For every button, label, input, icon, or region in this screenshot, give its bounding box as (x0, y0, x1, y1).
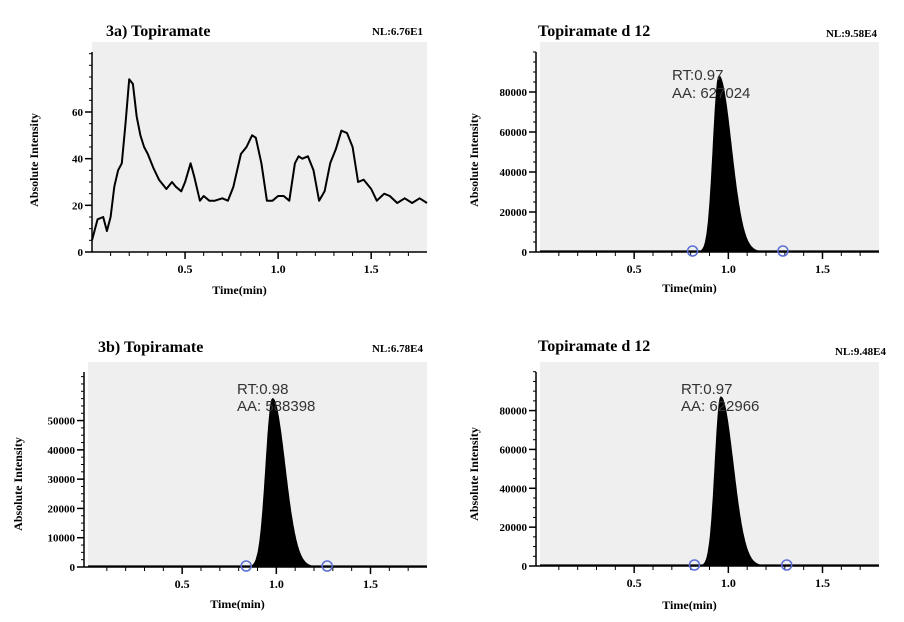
x-tick-label: 1.5 (815, 576, 830, 590)
peak-start-marker (686, 245, 699, 257)
x-tick-label: 0.5 (175, 577, 190, 591)
y-tick-label: 10000 (48, 533, 76, 545)
panel-3b-topiramate-d12: Topiramate d 12 NL:9.48E4 0 20000 40000 60000… (467, 338, 886, 612)
peak-end-marker (321, 560, 333, 572)
peak-end-marker (780, 559, 793, 571)
y-axis-label: Absolute Intensity (467, 427, 481, 521)
y-axis-label: Absolute Intensity (11, 437, 25, 531)
plot-area (540, 362, 879, 566)
aa-label: AA: 622966 (681, 398, 759, 415)
x-tick-label: 1.0 (269, 577, 284, 591)
y-axis-label: Absolute Intensity (27, 113, 41, 207)
panel-3a-topiramate-d12: Topiramate d 12 NL:9.58E4 0 20000 40000 60000… (467, 23, 879, 295)
x-tick-label: 1.0 (271, 262, 286, 276)
y-tick-label: 60000 (500, 127, 528, 139)
y-tick-label: 0 (522, 561, 528, 573)
x-tick-label: 1.5 (363, 577, 378, 591)
y-tick-label: 0 (522, 247, 528, 259)
nl-label: NL:6.78E4 (372, 343, 424, 355)
plot-area (88, 362, 427, 567)
peak-area (694, 396, 787, 567)
aa-label: AA: 588398 (237, 398, 315, 415)
y-axis-label: Absolute Intensity (467, 113, 481, 207)
x-tick-label: 1.5 (815, 262, 830, 276)
y-tick-label: 0 (70, 562, 76, 574)
series-line (91, 78, 428, 241)
x-tick-label: 0.5 (627, 576, 642, 590)
x-tick-label: 1.5 (364, 262, 379, 276)
y-tick-label: 20000 (500, 522, 528, 534)
peak-area (245, 397, 328, 568)
x-tick-label: 1.0 (721, 576, 736, 590)
nl-label: NL:9.58E4 (826, 28, 878, 40)
nl-label: NL:9.48E4 (835, 346, 887, 358)
x-tick-label: 1.0 (721, 262, 736, 276)
y-tick-label: 0 (78, 247, 84, 259)
panel-3b-topiramate: 3b) Topiramate NL:6.78E4 0 10000 20000 30000 4… (11, 339, 427, 611)
peak-area (692, 75, 783, 253)
aa-label: AA: 627024 (672, 85, 750, 102)
x-tick-label: 0.5 (627, 262, 642, 276)
y-tick-label: 20000 (48, 503, 76, 515)
y-tick-label: 40000 (48, 445, 76, 457)
y-tick-label: 50000 (48, 416, 76, 428)
peak-start-marker (240, 560, 252, 572)
plot-area (92, 42, 427, 252)
x-axis-label: Time(min) (210, 597, 264, 611)
x-axis-label: Time(min) (662, 281, 716, 295)
panel-3a-topiramate: 3a) Topiramate NL:6.76E1 0 20 40 60 0.5 1.0 1.5 T… (27, 23, 428, 297)
peak-start-marker (688, 559, 701, 571)
chart-title: Topiramate d 12 (538, 23, 650, 40)
y-tick-label: 40 (72, 154, 84, 166)
y-tick-label: 40000 (500, 167, 528, 179)
y-tick-label: 20 (72, 200, 84, 212)
y-tick-label: 40000 (500, 483, 528, 495)
nl-label: NL:6.76E1 (372, 26, 423, 38)
y-tick-label: 60000 (500, 444, 528, 456)
y-tick-label: 30000 (48, 474, 76, 486)
chart-title: 3a) Topiramate (106, 23, 210, 40)
peak-end-marker (777, 245, 789, 257)
x-axis-label: Time(min) (662, 598, 716, 612)
rt-label: RT:0.98 (237, 381, 288, 398)
y-tick-label: 60 (72, 107, 84, 119)
y-tick-label: 80000 (500, 87, 528, 99)
chart-title: Topiramate d 12 (538, 338, 650, 355)
x-tick-label: 0.5 (178, 262, 193, 276)
chart-title: 3b) Topiramate (98, 339, 203, 356)
rt-label: RT:0.97 (681, 381, 732, 398)
x-axis-label: Time(min) (212, 283, 266, 297)
y-tick-label: 20000 (500, 207, 528, 219)
rt-label: RT:0.97 (672, 67, 723, 84)
y-tick-label: 80000 (500, 406, 528, 418)
